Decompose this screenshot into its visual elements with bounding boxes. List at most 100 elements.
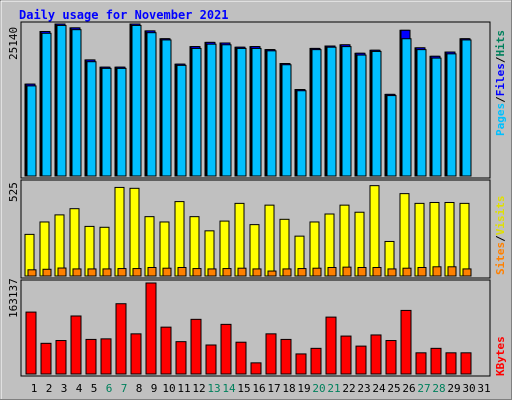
kbytes-bar xyxy=(220,323,232,375)
day-label: 29 xyxy=(447,382,460,395)
kbytes-bar xyxy=(145,282,157,375)
kbytes-bar xyxy=(25,311,37,375)
sites-bar xyxy=(117,268,127,277)
hits-max-label: 25140 xyxy=(7,27,20,60)
day-label: 20 xyxy=(312,382,325,395)
kbytes-bar xyxy=(400,309,412,375)
kbytes-bar xyxy=(460,352,472,375)
kbytes-bar xyxy=(55,340,67,375)
legend-sites: Sites xyxy=(494,242,507,275)
day-label: 11 xyxy=(177,382,190,395)
day-label: 16 xyxy=(252,382,265,395)
kbytes-bar xyxy=(250,362,262,375)
sites-bar xyxy=(72,268,82,277)
pages-bar xyxy=(116,67,127,177)
sites-bar xyxy=(87,268,97,277)
kbytes-bar xyxy=(100,338,112,375)
sites-bar xyxy=(267,270,277,277)
legend-hits: Hits xyxy=(494,30,507,57)
day-label: 25 xyxy=(387,382,400,395)
day-label: 6 xyxy=(106,382,113,395)
day-label: 22 xyxy=(342,382,355,395)
sites-bar xyxy=(132,268,142,277)
kbytes-bar xyxy=(265,333,277,375)
sites-bar xyxy=(372,266,382,277)
pages-bar xyxy=(131,24,142,177)
legend-kbytes: KBytes xyxy=(494,336,507,376)
pages-bar xyxy=(401,38,412,177)
sites-bar xyxy=(42,268,52,277)
day-label: 9 xyxy=(151,382,158,395)
kbytes-bar xyxy=(310,347,322,375)
kbytes-bar xyxy=(115,303,127,375)
sites-bar xyxy=(327,266,337,277)
day-label: 31 xyxy=(477,382,490,395)
sites-bar xyxy=(417,266,427,277)
visits-bar xyxy=(174,201,185,277)
kbytes-bar xyxy=(445,352,457,375)
sites-bar xyxy=(102,268,112,277)
sites-bar xyxy=(162,267,172,277)
visits-max-label: 525 xyxy=(7,182,20,202)
sites-bar xyxy=(57,267,67,277)
day-label: 23 xyxy=(357,382,370,395)
kbytes-bar xyxy=(160,326,172,375)
legend-sep-2: / xyxy=(494,56,507,63)
visits-bar xyxy=(429,201,440,277)
visits-bar xyxy=(399,193,410,277)
sites-bar xyxy=(402,267,412,277)
kbytes-bar xyxy=(280,338,292,375)
kbytes-bar xyxy=(40,342,52,375)
pages-bar xyxy=(146,32,157,177)
day-label: 28 xyxy=(432,382,445,395)
visits-bar xyxy=(264,204,275,277)
day-label: 5 xyxy=(91,382,98,395)
kbytes-panel xyxy=(20,279,491,377)
day-label: 19 xyxy=(297,382,310,395)
day-label: 2 xyxy=(46,382,53,395)
visits-bar xyxy=(249,224,260,277)
sites-bar xyxy=(237,267,247,277)
kbytes-bar xyxy=(85,338,97,375)
legend-sep-1: / xyxy=(494,96,507,103)
sites-bar xyxy=(27,269,37,277)
day-label: 15 xyxy=(237,382,250,395)
visits-bar xyxy=(324,213,335,277)
kbytes-bar xyxy=(295,353,307,375)
pages-bar xyxy=(386,95,397,177)
pages-bar xyxy=(431,57,442,177)
visits-bar xyxy=(114,186,125,277)
kbytes-bar xyxy=(430,347,442,375)
sites-bar xyxy=(222,268,232,277)
visits-bar xyxy=(414,202,425,277)
pages-bar xyxy=(281,64,292,177)
pages-bar xyxy=(41,32,52,177)
day-label: 10 xyxy=(162,382,175,395)
kbytes-bar xyxy=(205,344,217,375)
day-label: 14 xyxy=(222,382,236,395)
pages-bar xyxy=(176,64,187,177)
sites-bar xyxy=(297,268,307,277)
sites-bar xyxy=(387,268,397,277)
day-label: 26 xyxy=(402,382,415,395)
sites-bar xyxy=(192,268,202,277)
day-label: 1 xyxy=(31,382,38,395)
pages-bar xyxy=(461,39,472,177)
pages-bar xyxy=(341,46,352,177)
kbytes-bar xyxy=(235,341,247,375)
legend-pages: Pages xyxy=(494,103,507,136)
day-label: 21 xyxy=(327,382,340,395)
visits-bar xyxy=(189,216,200,277)
pages-bar xyxy=(251,47,262,177)
sites-bar xyxy=(447,266,457,277)
visits-bar xyxy=(234,202,245,277)
kbytes-bar xyxy=(355,345,367,375)
pages-bar xyxy=(26,85,37,177)
chart-title: Daily usage for November 2021 xyxy=(19,8,229,22)
day-label: 27 xyxy=(417,382,430,395)
visits-bar xyxy=(219,220,230,277)
day-label: 8 xyxy=(136,382,143,395)
visits-bar xyxy=(279,218,290,277)
